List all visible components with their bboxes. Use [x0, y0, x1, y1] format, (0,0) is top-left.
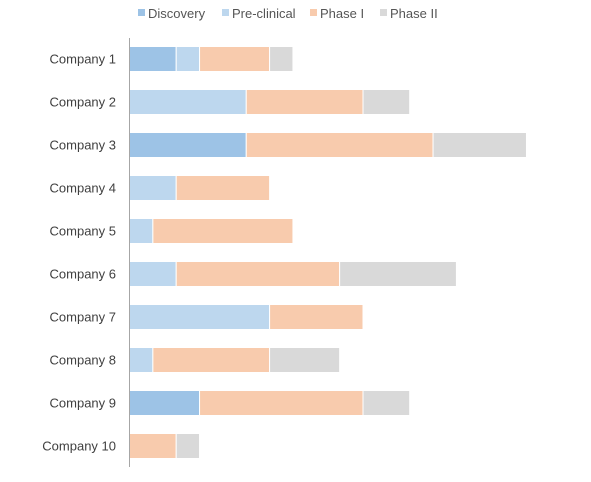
bar-segment-company-1-phase-i [199, 46, 271, 72]
legend: Discovery Pre-clinical Phase I Phase II [138, 6, 438, 21]
bar-row-company-6 [129, 261, 457, 287]
bar-segment-company-6-pre-clinical [129, 261, 177, 287]
bar-segment-company-2-pre-clinical [129, 89, 247, 115]
category-label-company-10: Company 10 [42, 439, 116, 454]
bar-segment-company-9-phase-i [199, 390, 364, 416]
category-label-company-6: Company 6 [50, 267, 116, 282]
bar-segment-company-4-pre-clinical [129, 175, 177, 201]
bar-segment-company-8-pre-clinical [129, 347, 154, 373]
bars [129, 46, 527, 459]
bar-segment-company-5-pre-clinical [129, 218, 154, 244]
category-label-company-2: Company 2 [50, 95, 116, 110]
bar-segment-company-4-phase-i [175, 175, 271, 201]
category-label-company-7: Company 7 [50, 310, 116, 325]
bar-segment-company-1-phase-ii [269, 46, 294, 72]
bar-row-company-1 [129, 46, 294, 72]
bar-segment-company-10-phase-ii [175, 433, 201, 459]
bar-segment-company-9-phase-ii [362, 390, 411, 416]
legend-item-phase-i: Phase I [310, 6, 364, 21]
bar-row-company-10 [129, 433, 201, 459]
legend-item-pre-clinical: Pre-clinical [222, 6, 296, 21]
category-label-company-4: Company 4 [50, 181, 116, 196]
legend-swatch-phase-ii [380, 9, 387, 16]
legend-item-phase-ii: Phase II [380, 6, 438, 21]
legend-label-pre-clinical: Pre-clinical [232, 6, 296, 21]
category-label-company-9: Company 9 [50, 396, 116, 411]
bar-segment-company-7-pre-clinical [129, 304, 271, 330]
category-label-company-5: Company 5 [50, 224, 116, 239]
bar-segment-company-2-phase-ii [362, 89, 411, 115]
bar-segment-company-3-discovery [129, 132, 247, 158]
bar-segment-company-5-phase-i [152, 218, 294, 244]
category-label-company-1: Company 1 [50, 52, 116, 67]
bar-segment-company-1-discovery [129, 46, 177, 72]
bar-row-company-3 [129, 132, 527, 158]
bar-row-company-4 [129, 175, 271, 201]
legend-label-discovery: Discovery [148, 6, 206, 21]
bar-segment-company-3-phase-i [245, 132, 434, 158]
legend-label-phase-ii: Phase II [390, 6, 438, 21]
legend-label-phase-i: Phase I [320, 6, 364, 21]
bar-segment-company-8-phase-ii [269, 347, 341, 373]
legend-swatch-pre-clinical [222, 9, 229, 16]
bar-row-company-8 [129, 347, 341, 373]
bar-segment-company-1-pre-clinical [175, 46, 201, 72]
legend-swatch-phase-i [310, 9, 317, 16]
bar-row-company-7 [129, 304, 364, 330]
bar-segment-company-7-phase-i [269, 304, 364, 330]
bar-segment-company-6-phase-i [175, 261, 341, 287]
bar-segment-company-9-discovery [129, 390, 201, 416]
category-label-company-8: Company 8 [50, 353, 116, 368]
legend-item-discovery: Discovery [138, 6, 206, 21]
bar-segment-company-2-phase-i [245, 89, 364, 115]
bar-segment-company-10-phase-i [129, 433, 177, 459]
legend-swatch-discovery [138, 9, 145, 16]
bar-segment-company-8-phase-i [152, 347, 271, 373]
bar-row-company-5 [129, 218, 294, 244]
category-labels: Company 1 Company 2 Company 3 Company 4 Comp… [42, 52, 116, 454]
bar-segment-company-3-phase-ii [432, 132, 527, 158]
category-label-company-3: Company 3 [50, 138, 116, 153]
bar-row-company-2 [129, 89, 411, 115]
bar-row-company-9 [129, 390, 411, 416]
bar-segment-company-6-phase-ii [339, 261, 457, 287]
